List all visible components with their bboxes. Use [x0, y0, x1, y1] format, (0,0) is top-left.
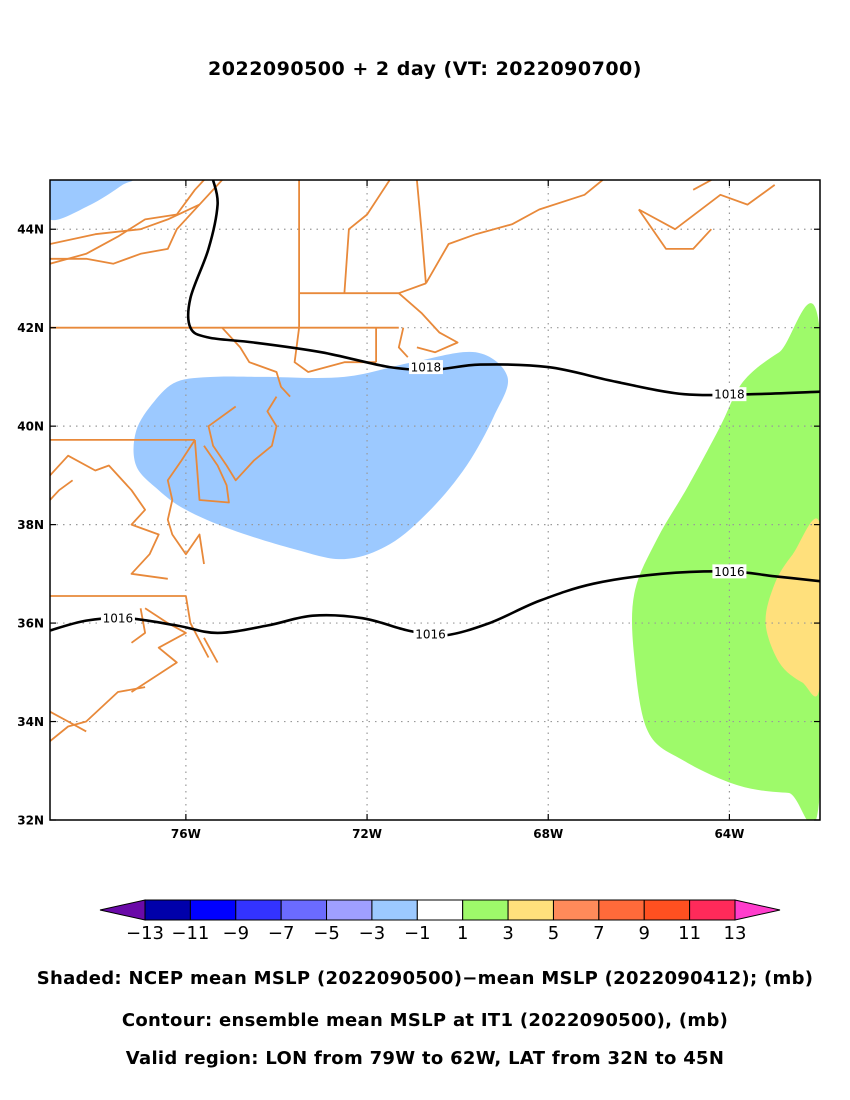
coastline-26: [203, 637, 219, 663]
coastline-29: [50, 710, 87, 733]
colorbar-label: 11: [678, 923, 701, 944]
coastline-18: [207, 396, 278, 482]
contour-label: 1018: [714, 388, 745, 402]
lat-tick-label: 34N: [17, 715, 44, 729]
colorbar-label: −11: [171, 923, 209, 944]
colorbar-cell: [689, 899, 736, 921]
colorbar-label: 3: [502, 923, 513, 944]
colorbar-label: 1: [457, 923, 468, 944]
contour-1018: [186, 180, 820, 397]
caption-region: Valid region: LON from 79W to 62W, LAT f…: [125, 1048, 725, 1069]
contour-label-bg: [408, 360, 443, 375]
colorbar-cell: [189, 899, 237, 921]
coastline-11: [397, 327, 409, 358]
coastline-24: [50, 595, 210, 658]
colorbar-label: 13: [724, 923, 747, 944]
coastline-9: [398, 292, 459, 354]
contour-label-bg: [413, 626, 448, 641]
colorbar-cell: [507, 899, 554, 921]
coastline-25: [131, 607, 187, 693]
coastline-27: [50, 686, 146, 742]
map-axes: 76W 72W 68W 64W 32N 34N 36N 38N 40N 42N 44N: [17, 180, 820, 841]
coastline-28: [130, 608, 146, 644]
coastline-14: [416, 180, 427, 284]
colorbar-cell: [280, 899, 328, 921]
difference-shading: [50, 180, 820, 820]
shading-region-0: [50, 180, 133, 221]
mslp-contours: 1018 1018 1016 1016 1016: [50, 180, 820, 641]
coastline-17: [692, 180, 712, 191]
lat-tick-label: 36N: [17, 617, 44, 631]
lat-tick-label: 44N: [17, 223, 44, 237]
coastline-2: [50, 180, 205, 265]
coastline-8: [343, 180, 391, 294]
lon-tick-label: 72W: [352, 827, 382, 841]
coastline-22: [50, 454, 168, 580]
colorbar-label: −7: [268, 923, 295, 944]
shading-region-3: [765, 518, 820, 697]
chart-title: 2022090500 + 2 day (VT: 2022090700): [208, 58, 642, 80]
colorbar-label: −3: [359, 923, 386, 944]
colorbar-cell: [552, 899, 600, 921]
caption-shaded: Shaded: NCEP mean MSLP (2022090500)−mean…: [36, 968, 814, 989]
colorbar-cell: [643, 899, 691, 921]
colorbar-arrow-high: [734, 899, 781, 921]
lat-tick-label: 42N: [17, 321, 44, 335]
colorbar-label: −13: [126, 923, 164, 944]
contour-1016: [50, 570, 820, 637]
contour-label: 1018: [411, 361, 442, 375]
contour-label: 1016: [415, 627, 446, 641]
coastline-7: [299, 282, 427, 295]
colorbar-label: 9: [639, 923, 650, 944]
map-frame: [49, 179, 821, 821]
contour-label: 1016: [714, 565, 745, 579]
lat-tick-label: 32N: [17, 814, 44, 828]
shading-region-1: [133, 351, 509, 560]
coastline-15: [638, 184, 776, 231]
coastline-16: [638, 208, 712, 250]
colorbar-label: 5: [548, 923, 559, 944]
colorbar-label: −1: [404, 923, 431, 944]
contour-label: 1016: [103, 612, 134, 626]
lon-tick-label: 76W: [171, 827, 201, 841]
coastline-4: [221, 327, 291, 398]
map-plot-area: 1018 1018 1016 1016 1016: [50, 180, 820, 820]
caption-contour: Contour: ensemble mean MSLP at IT1 (2022…: [121, 1010, 729, 1031]
colorbar-arrow-low: [99, 899, 146, 921]
colorbar-cell: [371, 899, 418, 921]
coastline-20: [194, 439, 230, 504]
coastline-13: [425, 180, 604, 284]
coastline-1: [50, 203, 200, 245]
contour-label-bg: [100, 611, 135, 626]
coastline-5: [293, 327, 377, 373]
lon-tick-label: 68W: [533, 827, 563, 841]
lat-tick-label: 38N: [17, 518, 44, 532]
colorbar-label: 7: [593, 923, 604, 944]
colorbar: −13 −11 −9 −7 −5 −3 −1 1 3 5 7 9 11 13: [99, 899, 781, 944]
colorbar-cell: [144, 899, 191, 921]
shading-region-2: [631, 303, 820, 820]
map-figure: 1018 1018 1016 1016 1016 76W 72W 68W 64W 32N 34N 3…: [17, 179, 821, 944]
coastline-21: [166, 439, 205, 565]
colorbar-label: −9: [222, 923, 249, 944]
contour-label-bg: [712, 387, 747, 402]
colorbar-cell: [462, 899, 509, 921]
colorbar-cell: [235, 899, 282, 921]
coastline-23: [50, 479, 74, 501]
lat-tick-label: 40N: [17, 420, 44, 434]
colorbar-label: −5: [313, 923, 340, 944]
colorbar-cell: [598, 899, 645, 921]
colorbar-cell: [416, 899, 464, 921]
coastlines: [50, 180, 776, 742]
colorbar-cell: [326, 899, 373, 921]
lon-tick-label: 64W: [714, 827, 744, 841]
contour-label-bg: [712, 564, 747, 579]
